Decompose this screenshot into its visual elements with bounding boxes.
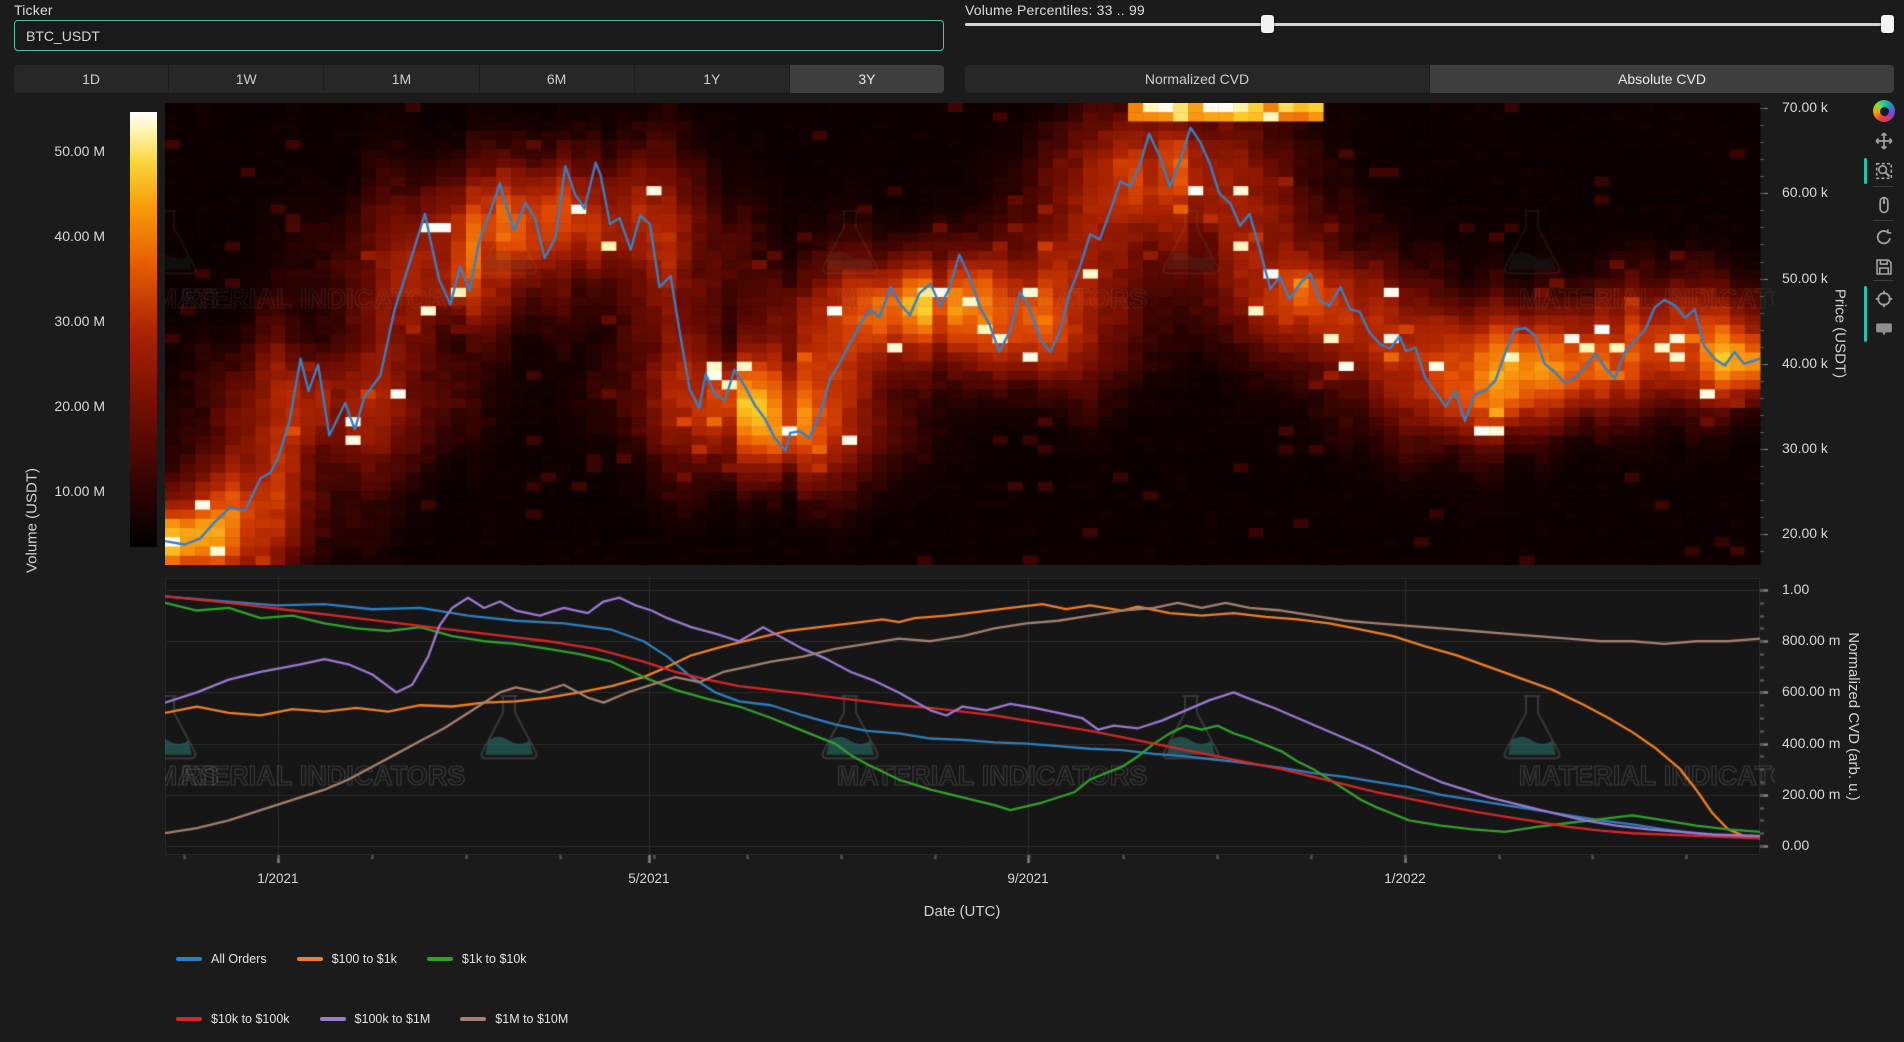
- cvd-line-canvas[interactable]: [165, 578, 1775, 866]
- date-tick-5-2021: 5/2021: [628, 871, 670, 886]
- cvd-tick-0: 0.00: [1782, 837, 1810, 854]
- price-tick-20k: 20.00 k: [1782, 525, 1828, 542]
- price-tick-70k: 70.00 k: [1782, 99, 1828, 116]
- time-range-button-6m[interactable]: 6M: [479, 65, 635, 93]
- cvd-tick-0-8: 800.00 m: [1782, 632, 1841, 649]
- price-tick-30k: 30.00 k: [1782, 440, 1828, 457]
- volume-heatmap-canvas[interactable]: [165, 103, 1775, 565]
- legend-item--1k-to-10k: $1k to $10k: [426, 952, 527, 966]
- wheel-zoom-tool-icon[interactable]: [1873, 194, 1895, 216]
- legend-item--100k-to-1m: $100k to $1M: [319, 1012, 431, 1026]
- volume-tick-40m: 40.00 M: [54, 227, 105, 244]
- pan-tool-icon[interactable]: [1873, 130, 1895, 152]
- legend-label: $100 to $1k: [331, 952, 397, 966]
- toolbar-separator: [1873, 186, 1893, 187]
- ticker-input[interactable]: [14, 20, 944, 51]
- cvd-tick-1: 1.00: [1782, 581, 1810, 598]
- time-range-button-3y[interactable]: 3Y: [789, 65, 944, 93]
- box-zoom-tool-icon[interactable]: [1873, 160, 1895, 182]
- crosshair-tool-icon[interactable]: [1873, 288, 1895, 310]
- cvd-mode-button-absolute-cvd[interactable]: Absolute CVD: [1430, 65, 1894, 93]
- legend-swatch: [426, 957, 453, 961]
- volume-percentiles-label: Volume Percentiles: 33 .. 99: [965, 2, 1145, 18]
- legend-item--1m-to-10m: $1M to $10M: [460, 1012, 568, 1026]
- legend-swatch: [176, 1017, 202, 1021]
- legend-swatch: [460, 1017, 487, 1021]
- slider-handle-low[interactable]: [1260, 15, 1274, 33]
- time-range-button-1y[interactable]: 1Y: [634, 65, 790, 93]
- legend-item--100-to-1k: $100 to $1k: [296, 952, 397, 966]
- volume-tick-10m: 10.00 M: [54, 482, 105, 499]
- legend-item-all-orders: All Orders: [176, 952, 267, 966]
- save-tool-icon[interactable]: [1873, 256, 1895, 278]
- price-tick-40k: 40.00 k: [1782, 354, 1828, 371]
- active-tool-indicator: [1864, 286, 1867, 342]
- volume-tick-50m: 50.00 M: [54, 142, 105, 159]
- cvd-mode-button-normalized-cvd[interactable]: Normalized CVD: [965, 65, 1430, 93]
- toolbar-separator: [1873, 220, 1893, 221]
- volume-percentiles-slider[interactable]: [965, 15, 1894, 33]
- time-range-button-1w[interactable]: 1W: [169, 65, 325, 93]
- price-axis-title: Price (USDT): [1831, 288, 1849, 379]
- price-tick-60k: 60.00 k: [1782, 184, 1828, 201]
- date-axis-title: Date (UTC): [923, 903, 1001, 920]
- legend-label: $10k to $100k: [211, 1012, 290, 1026]
- cvd-tick-0-4: 400.00 m: [1782, 734, 1841, 751]
- price-tick-50k: 50.00 k: [1782, 269, 1828, 286]
- ticker-label: Ticker: [14, 2, 53, 18]
- legend-label: $1k to $10k: [461, 952, 527, 966]
- hover-tool-icon[interactable]: [1873, 318, 1895, 340]
- legend-label: $1M to $10M: [495, 1012, 569, 1026]
- legend-label: $100k to $1M: [354, 1012, 431, 1026]
- slider-handle-high[interactable]: [1880, 15, 1894, 33]
- toolbar-separator: [1873, 280, 1893, 281]
- legend-label: All Orders: [211, 952, 267, 966]
- date-tick-1-2021: 1/2021: [257, 871, 299, 886]
- time-range-button-1m[interactable]: 1M: [324, 65, 480, 93]
- volume-tick-30m: 30.00 M: [54, 312, 105, 329]
- bokeh-logo-icon[interactable]: [1873, 100, 1895, 122]
- time-range-button-1d[interactable]: 1D: [14, 65, 170, 93]
- volume-axis-title: Volume (USDT): [23, 467, 41, 574]
- volume-colorbar: [130, 112, 157, 547]
- date-tick-1-2022: 1/2022: [1384, 871, 1426, 886]
- cvd-axis-title: Normalized CVD (arb. u.): [1845, 632, 1862, 801]
- cvd-mode-button-group: Normalized CVD Absolute CVD: [965, 65, 1894, 93]
- cvd-tick-0-2: 200.00 m: [1782, 785, 1841, 802]
- legend-swatch: [319, 1017, 346, 1021]
- time-range-button-group: 1D 1W 1M 6M 1Y 3Y: [14, 65, 944, 93]
- legend-row-2: $10k to $100k $100k to $1M $1M to $10M: [176, 1012, 568, 1026]
- active-tool-indicator: [1864, 158, 1867, 184]
- legend-item--10k-to-100k: $10k to $100k: [176, 1012, 290, 1026]
- cvd-tick-0-6: 600.00 m: [1782, 683, 1841, 700]
- legend-row-1: All Orders $100 to $1k $1k to $10k: [176, 952, 527, 966]
- date-tick-9-2021: 9/2021: [1007, 871, 1049, 886]
- reset-tool-icon[interactable]: [1873, 226, 1895, 248]
- legend-swatch: [296, 957, 323, 961]
- legend-swatch: [176, 957, 202, 961]
- volume-tick-20m: 20.00 M: [54, 397, 105, 414]
